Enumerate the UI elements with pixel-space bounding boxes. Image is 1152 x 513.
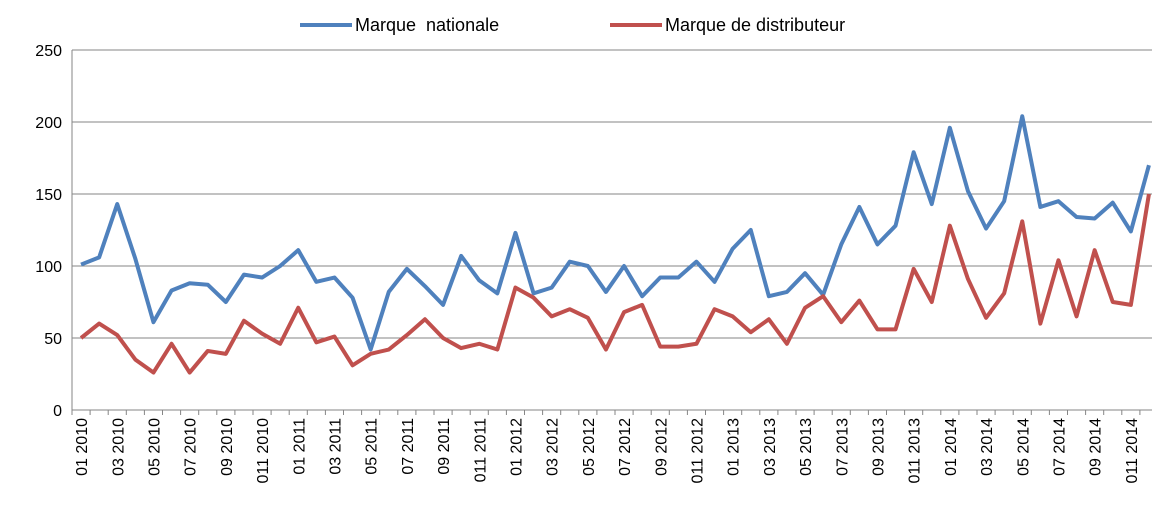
series-line xyxy=(80,114,1151,352)
x-tick-label: 07 2013 xyxy=(834,418,851,476)
x-tick-label: 01 2012 xyxy=(508,418,525,476)
x-tick-label: 03 2011 xyxy=(327,418,344,475)
x-tick-label: 011 2011 xyxy=(472,418,489,482)
series-line xyxy=(79,193,1151,375)
x-tick-label: 01 2011 xyxy=(291,418,308,475)
y-tick-label: 100 xyxy=(35,259,62,276)
x-tick-label: 09 2012 xyxy=(653,418,670,476)
x-tick-label: 05 2011 xyxy=(364,418,381,475)
x-tick-label: 07 2011 xyxy=(400,418,417,475)
x-tick-label: 03 2014 xyxy=(979,418,996,476)
y-tick-label: 250 xyxy=(35,43,62,60)
x-tick-label: 07 2014 xyxy=(1051,418,1068,476)
x-tick-label: 03 2013 xyxy=(762,418,779,476)
x-tick-label: 09 2010 xyxy=(219,418,236,476)
x-tick-label: 011 2014 xyxy=(1124,418,1141,484)
y-tick-label: 200 xyxy=(35,115,62,132)
x-tick-label: 05 2013 xyxy=(798,418,815,476)
x-tick-label: 01 2010 xyxy=(74,418,91,476)
y-tick-label: 50 xyxy=(44,331,62,348)
y-tick-label: 150 xyxy=(35,187,62,204)
x-tick-label: 09 2011 xyxy=(436,418,453,475)
legend-label: Marque nationale xyxy=(355,15,499,35)
x-tick-label: 07 2010 xyxy=(183,418,200,476)
x-tick-label: 09 2013 xyxy=(870,418,887,476)
x-tick-label: 01 2014 xyxy=(943,418,960,476)
x-tick-label: 09 2014 xyxy=(1088,418,1105,476)
x-tick-label: 05 2010 xyxy=(146,418,163,476)
x-tick-label: 03 2012 xyxy=(545,418,562,476)
x-tick-label: 03 2010 xyxy=(110,418,127,476)
x-tick-label: 05 2014 xyxy=(1015,418,1032,476)
x-tick-label: 011 2010 xyxy=(255,418,272,484)
y-tick-label: 0 xyxy=(53,403,62,420)
x-tick-label: 07 2012 xyxy=(617,418,634,476)
legend-label: Marque de distributeur xyxy=(665,15,845,35)
x-tick-label: 05 2012 xyxy=(581,418,598,476)
x-tick-label: 011 2012 xyxy=(689,418,706,484)
x-tick-label: 011 2013 xyxy=(907,418,924,484)
x-tick-label: 01 2013 xyxy=(726,418,743,476)
